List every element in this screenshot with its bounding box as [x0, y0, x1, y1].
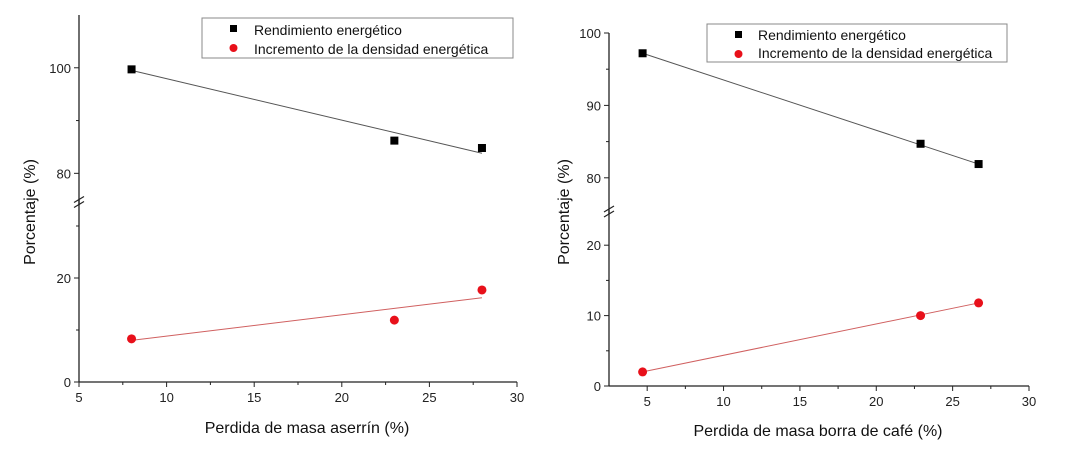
x-axis-label-left: Perdida de masa aserrín (%) — [205, 420, 410, 437]
panel1-y-tick-label: 20 — [587, 238, 601, 253]
panel0-densidad-point — [477, 285, 487, 295]
legend-label-densidad-right: Incremento de la densidad energética — [758, 45, 992, 61]
panel1-densidad-point — [638, 367, 648, 377]
panel1-axis-break-mark — [603, 205, 615, 213]
panel1-densidad-point — [974, 298, 984, 308]
panel0-y-tick-label: 20 — [57, 271, 71, 286]
panel0-x-tick-label: 5 — [75, 390, 82, 405]
panel1-rendimiento-point — [974, 160, 983, 169]
panel1-y-tick-label: 0 — [594, 379, 601, 394]
legend-label-rendimiento-right: Rendimiento energético — [758, 27, 906, 43]
panel1-y-tick-label: 10 — [587, 309, 601, 324]
panel1-legend-box — [706, 23, 1008, 63]
panel1-legend-marker-square — [735, 31, 742, 38]
panel0-x-tick-label: 10 — [159, 390, 173, 405]
panel0-axis-break-mark — [73, 195, 85, 204]
panel1-axis-break-mark — [603, 210, 615, 218]
panel1-legend-marker-circle — [734, 50, 743, 58]
panel1-rendimiento-fit-line — [642, 52, 979, 165]
legend-label-densidad-left: Incremento de la densidad energética — [254, 41, 488, 57]
panel1-densidad-fit-line — [642, 302, 979, 373]
panel1-rendimiento-point — [916, 139, 925, 148]
legend-label-rendimiento-left: Rendimiento energético — [254, 22, 402, 38]
panel0-legend-box — [201, 17, 514, 59]
panel1-y-tick-label: 80 — [587, 171, 601, 186]
panel0-rendimiento-point — [390, 136, 399, 145]
panel1-x-tick-label: 10 — [716, 394, 730, 409]
panel1-y-tick-label: 90 — [587, 98, 601, 113]
panel1-densidad-point — [916, 311, 926, 321]
panel0-x-tick-label: 15 — [247, 390, 261, 405]
panel1-x-tick-label: 25 — [945, 394, 959, 409]
panel1-rendimiento-point — [638, 49, 647, 58]
panel0-legend-marker-square — [230, 25, 237, 32]
panel0-x-tick-label: 30 — [510, 390, 524, 405]
panel0-densidad-point — [127, 334, 137, 344]
x-axis-label-right: Perdida de masa borra de café (%) — [693, 423, 942, 440]
panel1-x-tick-label: 20 — [869, 394, 883, 409]
panel1-x-tick-label: 15 — [793, 394, 807, 409]
panel1-y-tick-label: 100 — [579, 26, 601, 41]
panel0-rendimiento-point — [127, 65, 136, 74]
panel1-x-tick-label: 30 — [1022, 394, 1036, 409]
panel0-densidad-point — [389, 315, 399, 325]
panel0-x-tick-label: 20 — [335, 390, 349, 405]
panel0-densidad-fit-line — [131, 297, 483, 341]
y-axis-label-right: Porcentaje (%) — [556, 159, 573, 265]
panel0-rendimiento-point — [477, 144, 486, 152]
panel0-rendimiento-fit-line — [131, 69, 483, 154]
panel0-x-tick-label: 25 — [422, 390, 436, 405]
y-axis-label-left: Porcentaje (%) — [22, 159, 39, 265]
panel0-axis-break-mark — [73, 200, 85, 209]
panel0-y-tick-label: 80 — [57, 166, 71, 181]
panel0-y-tick-label: 100 — [49, 61, 71, 76]
panel0-legend-marker-circle — [229, 44, 238, 52]
panel1-x-tick-label: 5 — [644, 394, 651, 409]
panel0-y-tick-label: 0 — [64, 375, 71, 390]
